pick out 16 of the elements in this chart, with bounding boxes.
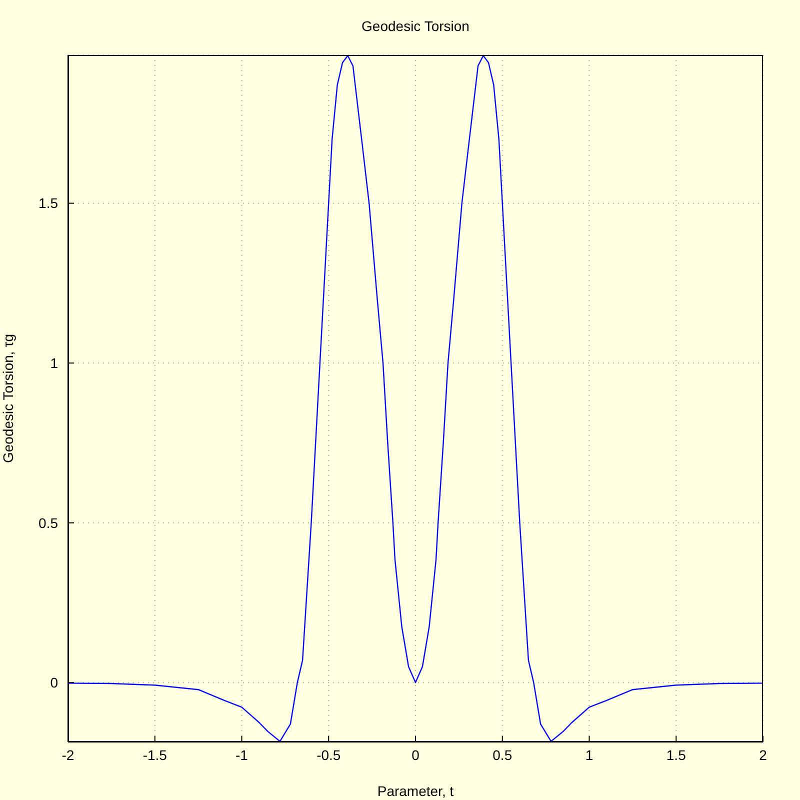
x-tick-label: 2 [759,746,768,763]
x-tick-label: 1 [585,746,594,763]
x-axis-title: Parameter, t [377,783,454,799]
x-tick-label: 1.5 [666,746,686,763]
x-tick-label: -1.5 [142,746,168,763]
y-tick-label: 1.5 [38,195,58,212]
x-tick-label: -0.5 [316,746,341,763]
y-tick-label: 1 [50,355,58,371]
x-tick-label: 0 [412,746,420,763]
x-tick-label: -2 [62,746,74,763]
y-tick-label: 0 [50,674,58,691]
y-tick-label: 0.5 [38,514,58,531]
chart-title: Geodesic Torsion [360,18,470,34]
x-tick-label: -1 [236,746,248,763]
y-axis-title: Geodesic Torsion, τg [0,334,16,464]
x-tick-label: 0.5 [492,746,512,763]
